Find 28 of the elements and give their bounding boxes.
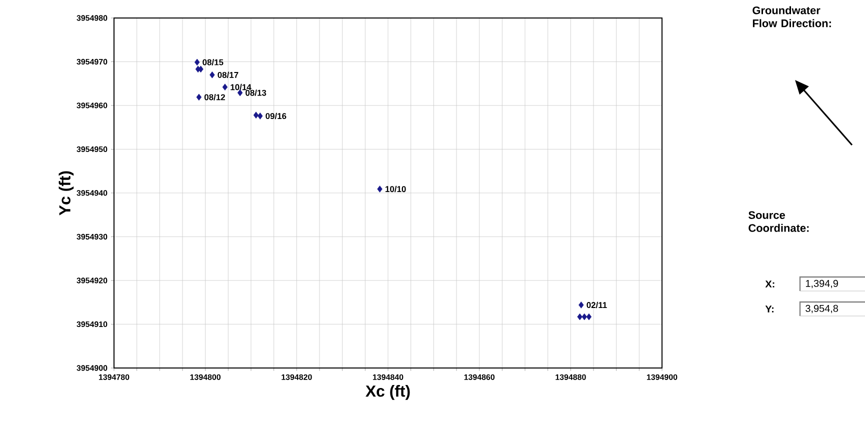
text: 3,954,8 — [806, 304, 838, 314]
point — [578, 302, 584, 308]
point — [194, 58, 200, 66]
point — [196, 94, 202, 101]
text: Y: — [765, 306, 774, 312]
annotation: 10/14 — [230, 84, 252, 90]
annotation: 08/15 — [202, 59, 224, 66]
annotation: 02/11 — [586, 302, 607, 308]
point — [222, 84, 228, 90]
text: 1,394,9 — [806, 280, 838, 288]
annotation: 10/10 — [386, 186, 406, 192]
y-axis-title: Yc (ft) — [58, 171, 74, 216]
point — [586, 313, 592, 320]
annotation: 08/12 — [204, 94, 225, 100]
point — [377, 186, 382, 192]
point — [210, 71, 215, 78]
point — [253, 112, 259, 119]
annotation: 09/16 — [266, 112, 286, 120]
point — [258, 112, 263, 120]
point — [198, 66, 204, 73]
point — [577, 313, 582, 320]
annotation: 08/13 — [246, 90, 266, 96]
text: Groundwater Flow Direction: — [752, 6, 831, 28]
annotation: 08/17 — [218, 72, 238, 78]
x-axis-title: Xc (ft) — [366, 385, 410, 400]
text: X: — [765, 280, 774, 288]
point — [582, 313, 587, 320]
source-note: Source Coordinate: — [748, 211, 809, 232]
